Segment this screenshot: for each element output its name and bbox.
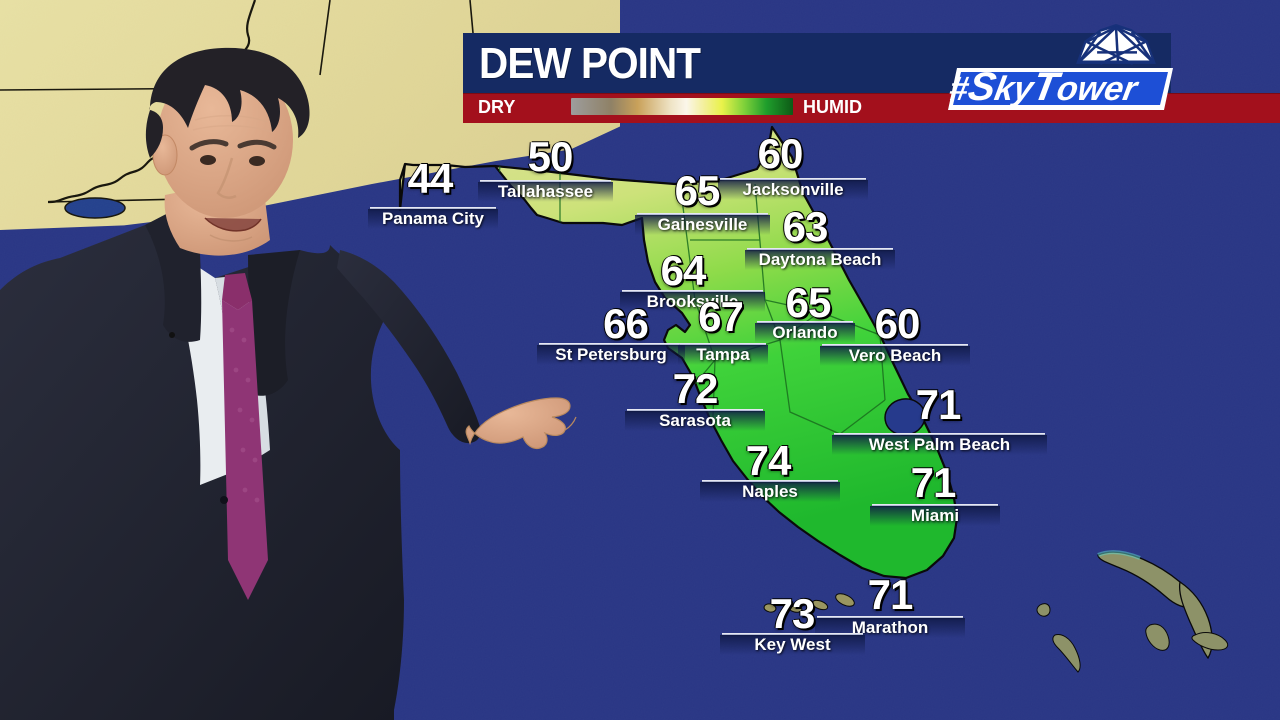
svg-text:#SkyTower: #SkyTower: [948, 64, 1143, 109]
